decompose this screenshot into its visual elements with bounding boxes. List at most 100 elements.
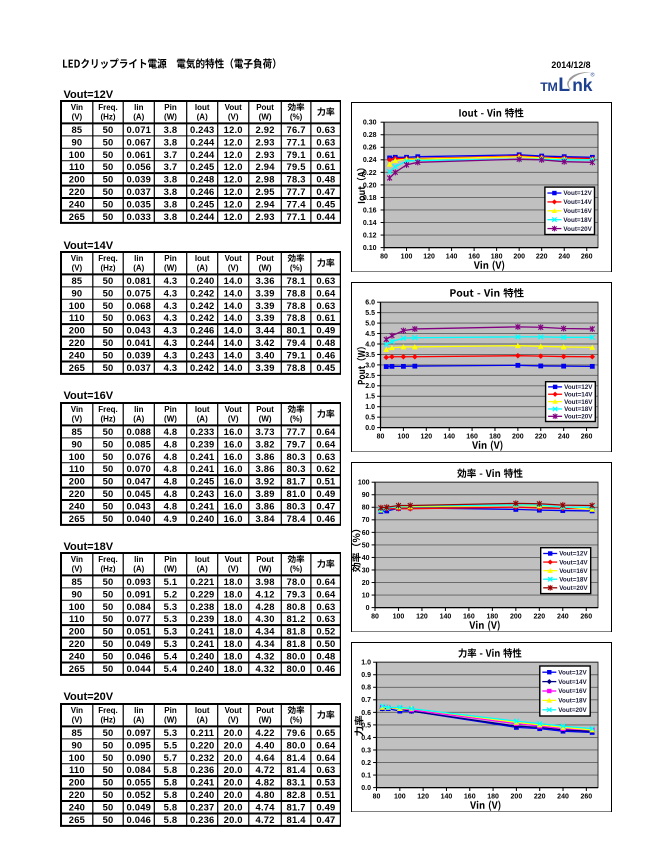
svg-text:81.8: 81.8 — [286, 638, 305, 649]
svg-text:Vout: Vout — [224, 104, 241, 113]
svg-text:0.46: 0.46 — [316, 663, 335, 674]
svg-text:3.0: 3.0 — [365, 362, 375, 369]
svg-text:Vin: Vin — [70, 254, 82, 263]
svg-text:0.45: 0.45 — [316, 362, 335, 373]
svg-text:2.94: 2.94 — [255, 199, 275, 210]
svg-text:12.0: 12.0 — [223, 124, 242, 135]
svg-text:50: 50 — [102, 211, 113, 222]
svg-text:240: 240 — [68, 199, 84, 210]
svg-text:78.8: 78.8 — [286, 312, 305, 323]
svg-text:16.0: 16.0 — [223, 475, 242, 486]
svg-text:0.64: 0.64 — [316, 426, 336, 437]
svg-text:0.47: 0.47 — [316, 500, 335, 511]
svg-text:4.3: 4.3 — [163, 275, 177, 286]
svg-text:0.47: 0.47 — [316, 814, 335, 825]
svg-text:(Hz): (Hz) — [100, 414, 115, 423]
svg-text:0.239: 0.239 — [190, 613, 214, 624]
svg-text:4.72: 4.72 — [255, 814, 274, 825]
svg-text:4.0: 4.0 — [365, 341, 375, 348]
svg-text:5.3: 5.3 — [163, 601, 177, 612]
svg-text:0.043: 0.043 — [126, 325, 150, 336]
svg-text:0.0: 0.0 — [365, 425, 375, 432]
svg-text:70: 70 — [361, 517, 369, 524]
svg-text:5.5: 5.5 — [163, 739, 177, 750]
svg-text:L: L — [558, 74, 570, 96]
svg-text:Pin: Pin — [164, 405, 177, 414]
svg-text:50: 50 — [102, 337, 113, 348]
svg-text:0.63: 0.63 — [316, 275, 335, 286]
svg-text:Iin: Iin — [134, 555, 143, 564]
svg-text:240: 240 — [68, 350, 84, 361]
svg-text:0.236: 0.236 — [190, 814, 214, 825]
svg-text:4.22: 4.22 — [255, 727, 274, 738]
svg-text:(A): (A) — [196, 715, 207, 724]
svg-text:4.30: 4.30 — [255, 613, 274, 624]
svg-text:Vout=12V: Vout=12V — [563, 190, 592, 197]
svg-text:20.0: 20.0 — [223, 814, 242, 825]
svg-text:4.3: 4.3 — [163, 350, 177, 361]
svg-text:(V): (V) — [71, 414, 82, 423]
svg-text:4.8: 4.8 — [163, 463, 177, 474]
svg-text:5.4: 5.4 — [163, 651, 177, 662]
svg-text:90: 90 — [71, 287, 82, 298]
svg-text:20.0: 20.0 — [223, 739, 242, 750]
svg-text:0.8: 0.8 — [361, 685, 371, 692]
svg-text:0.238: 0.238 — [190, 601, 214, 612]
svg-text:0.236: 0.236 — [190, 764, 214, 775]
svg-text:85: 85 — [71, 426, 82, 437]
svg-text:0.248: 0.248 — [190, 174, 214, 185]
svg-text:12.0: 12.0 — [223, 149, 242, 160]
svg-text:0.091: 0.091 — [126, 588, 150, 599]
svg-text:100: 100 — [397, 433, 409, 440]
svg-text:(A): (A) — [196, 264, 207, 273]
svg-text:0.16: 0.16 — [362, 207, 376, 214]
svg-text:0.64: 0.64 — [316, 287, 336, 298]
svg-text:18.0: 18.0 — [223, 626, 242, 637]
svg-text:Pout: Pout — [256, 104, 274, 113]
svg-text:0.035: 0.035 — [126, 199, 150, 210]
svg-text:0.044: 0.044 — [126, 663, 151, 674]
svg-text:3.8: 3.8 — [163, 137, 177, 148]
svg-text:0.9: 0.9 — [361, 672, 371, 679]
svg-text:50: 50 — [102, 426, 113, 437]
svg-text:80: 80 — [361, 505, 369, 512]
svg-text:81.0: 81.0 — [286, 488, 305, 499]
svg-text:0.220: 0.220 — [190, 739, 214, 750]
svg-text:0.221: 0.221 — [190, 576, 214, 587]
svg-text:18.0: 18.0 — [223, 576, 242, 587]
svg-text:0.240: 0.240 — [190, 663, 214, 674]
svg-text:0.246: 0.246 — [190, 325, 214, 336]
svg-text:79.1: 79.1 — [286, 350, 305, 361]
svg-text:0.241: 0.241 — [190, 500, 214, 511]
svg-text:0.051: 0.051 — [126, 626, 150, 637]
svg-text:83.1: 83.1 — [286, 776, 305, 787]
svg-text:20.0: 20.0 — [223, 751, 242, 762]
svg-text:100: 100 — [68, 300, 84, 311]
svg-text:265: 265 — [68, 211, 84, 222]
svg-text:80: 80 — [371, 613, 379, 620]
svg-text:0.232: 0.232 — [190, 751, 214, 762]
svg-text:5.2: 5.2 — [163, 588, 177, 599]
svg-text:0.090: 0.090 — [126, 751, 150, 762]
svg-text:3.39: 3.39 — [255, 312, 274, 323]
svg-text:Pout: Pout — [256, 405, 274, 414]
svg-text:260: 260 — [580, 613, 592, 620]
svg-text:50: 50 — [102, 275, 113, 286]
svg-text:14.0: 14.0 — [223, 350, 242, 361]
svg-text:110: 110 — [69, 613, 85, 624]
svg-text:5.0: 5.0 — [365, 320, 375, 327]
svg-text:78.3: 78.3 — [286, 174, 305, 185]
svg-text:0.244: 0.244 — [190, 211, 215, 222]
svg-text:50: 50 — [102, 588, 113, 599]
svg-text:80.3: 80.3 — [286, 450, 305, 461]
svg-text:81.4: 81.4 — [286, 814, 306, 825]
svg-text:Vout: Vout — [224, 555, 241, 564]
svg-text:(A): (A) — [196, 113, 207, 122]
svg-text:0.242: 0.242 — [190, 300, 214, 311]
svg-text:50: 50 — [102, 350, 113, 361]
svg-text:220: 220 — [68, 638, 84, 649]
svg-text:100: 100 — [392, 613, 404, 620]
svg-text:180: 180 — [489, 433, 501, 440]
svg-text:0.63: 0.63 — [316, 613, 335, 624]
svg-text:6.0: 6.0 — [365, 299, 375, 306]
